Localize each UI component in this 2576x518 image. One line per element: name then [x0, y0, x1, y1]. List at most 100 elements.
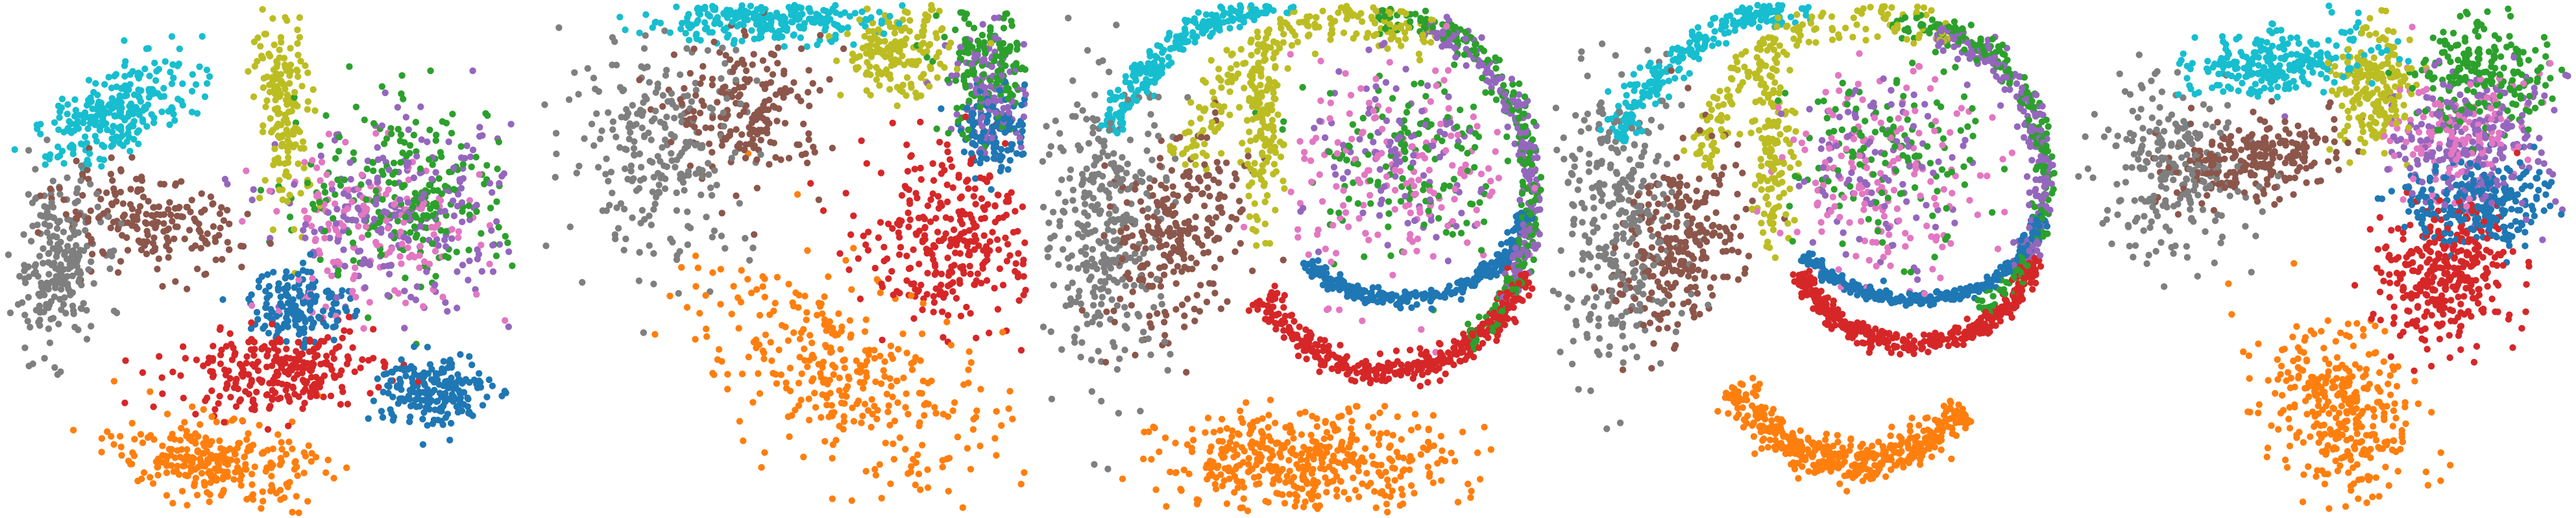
scatter-point-orange — [703, 325, 710, 332]
scatter-point-olive — [304, 98, 311, 105]
scatter-point-green — [291, 93, 298, 101]
scatter-point-red — [906, 216, 914, 223]
scatter-point-brown — [171, 235, 178, 243]
scatter-point-blue — [397, 365, 404, 373]
scatter-point-red — [879, 336, 886, 343]
scatter-point-gray — [1099, 149, 1106, 156]
scatter-point-green — [1003, 10, 1010, 18]
scatter-point-red — [944, 148, 951, 156]
scatter-point-orange — [883, 390, 891, 398]
scatter-point-gray — [622, 145, 629, 153]
scatter-point-red — [977, 174, 984, 181]
scatter-point-red — [1015, 250, 1022, 257]
scatter-point-blue — [433, 371, 440, 379]
scatter-point-green — [398, 90, 405, 97]
scatter-point-gray — [646, 212, 653, 219]
scatter-point-olive — [276, 186, 283, 193]
scatter-point-cyan — [709, 29, 716, 36]
scatter-point-orange — [841, 364, 848, 371]
scatter-point-red — [836, 250, 844, 257]
scatter-point-gray — [655, 181, 662, 188]
scatter-point-gray — [90, 280, 97, 287]
scatter-point-red — [283, 345, 290, 352]
scatter-point-orange — [882, 439, 889, 447]
scatter-point-red — [871, 264, 879, 272]
scatter-point-brown — [155, 203, 163, 210]
scatter-point-brown — [690, 114, 698, 121]
scatter-point-olive — [310, 86, 317, 93]
scatter-point-brown — [1110, 307, 1117, 315]
scatter-point-cyan — [160, 93, 168, 100]
scatter-point-cyan — [92, 117, 99, 125]
scatter-point-cyan — [701, 25, 709, 32]
scatter-point-red — [310, 348, 317, 355]
scatter-point-cyan — [783, 27, 790, 34]
scatter-point-gray — [613, 133, 620, 141]
scatter-point-orange — [881, 373, 888, 380]
scatter-point-red — [885, 275, 892, 282]
scatter-point-brown — [107, 224, 114, 232]
scatter-point-gray — [613, 204, 620, 212]
scatter-point-olive — [922, 11, 929, 18]
scatter-point-gray — [71, 323, 79, 331]
scatter-point-brown — [735, 93, 742, 101]
scatter-point-green — [1017, 66, 1025, 73]
scatter-point-pink — [305, 215, 312, 222]
scatter-point-olive — [272, 84, 279, 92]
scatter-point-gray — [673, 189, 680, 197]
scatter-point-orange — [269, 445, 276, 452]
scatter-point-red — [263, 352, 271, 360]
scatter-point-green — [341, 176, 348, 184]
scatter-point-brown — [727, 90, 735, 97]
scatter-point-purple — [978, 82, 986, 90]
scatter-point-gray — [51, 293, 58, 301]
scatter-point-purple — [1372, 95, 1379, 103]
scatter-point-gray — [57, 368, 64, 375]
scatter-point-purple — [953, 71, 960, 79]
scatter-point-gray — [705, 171, 712, 179]
scatter-point-red — [1272, 325, 1280, 333]
scatter-point-brown — [110, 185, 117, 192]
scatter-point-olive — [288, 107, 295, 115]
scatter-point-red — [330, 372, 337, 379]
scatter-point-orange — [666, 292, 674, 300]
scatter-point-brown — [75, 211, 82, 219]
scatter-point-gray — [590, 75, 598, 82]
scatter-point-olive — [262, 31, 270, 38]
scatter-point-orange — [917, 486, 924, 493]
scatter-point-cyan — [151, 59, 158, 67]
scatter-point-cyan — [127, 80, 134, 88]
scatter-point-orange — [917, 357, 924, 364]
scatter-point-purple — [463, 142, 470, 149]
scatter-point-red — [169, 368, 176, 376]
scatter-point-cyan — [72, 106, 80, 114]
scatter-point-cyan — [146, 72, 153, 80]
scatter-point-red — [863, 160, 870, 167]
scatter-point-pink — [455, 228, 463, 235]
scatter-point-blue — [431, 386, 438, 394]
scatter-point-cyan — [189, 71, 196, 78]
scatter-point-orange — [116, 433, 124, 440]
scatter-point-brown — [1137, 198, 1145, 205]
scatter-point-purple — [489, 268, 497, 275]
scatter-point-blue — [997, 145, 1005, 153]
scatter-point-orange — [796, 354, 803, 361]
scatter-point-olive — [1217, 108, 1225, 116]
scatter-point-red — [946, 242, 954, 250]
scatter-point-red — [975, 242, 982, 249]
scatter-point-orange — [1361, 445, 1369, 452]
scatter-point-orange — [848, 286, 855, 293]
scatter-point-orange — [1372, 504, 1379, 512]
scatter-point-brown — [133, 213, 140, 220]
scatter-point-green — [286, 214, 294, 221]
scatter-point-cyan — [81, 109, 89, 116]
scatter-point-brown — [817, 32, 824, 39]
scatter-point-orange — [857, 378, 864, 386]
scatter-point-blue — [306, 306, 313, 314]
scatter-point-pink — [358, 234, 365, 241]
scatter-point-gray — [708, 191, 716, 199]
scatter-point-orange — [273, 489, 280, 497]
scatter-point-orange — [258, 450, 265, 457]
scatter-point-orange — [924, 466, 931, 473]
scatter-point-orange — [931, 404, 938, 411]
